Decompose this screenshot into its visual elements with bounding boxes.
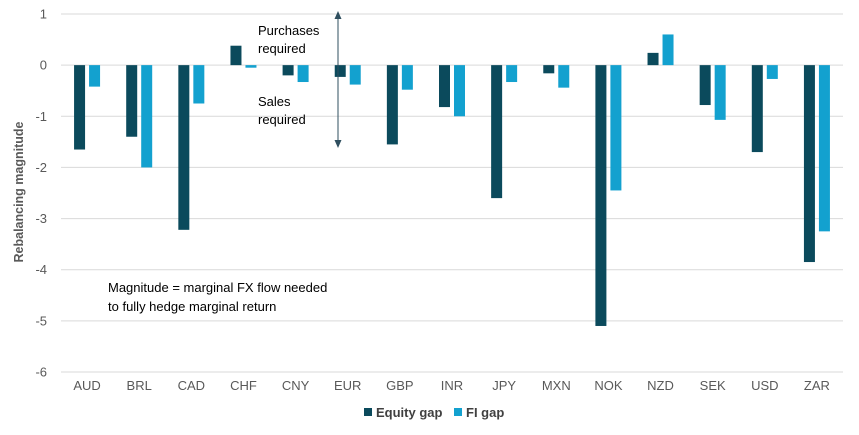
note-line-1: Magnitude = marginal FX flow needed <box>108 280 327 295</box>
bar-fi-sek <box>714 65 726 120</box>
x-tick-label: CHF <box>230 378 257 393</box>
x-tick-label: JPY <box>492 378 516 393</box>
x-tick-label: USD <box>751 378 778 393</box>
y-tick-label: -6 <box>35 365 47 380</box>
sales-label-line2: required <box>258 112 306 127</box>
x-tick-label: SEK <box>700 378 726 393</box>
bar-fi-brl <box>141 65 153 168</box>
x-tick-label: AUD <box>73 378 100 393</box>
y-tick-label: -2 <box>35 160 47 175</box>
x-tick-label: NOK <box>594 378 623 393</box>
bar-fi-cny <box>297 65 309 83</box>
bar-fi-nok <box>610 65 622 191</box>
axes: 1 0 -1 -2 -3 -4 -5 -6 AUD BRL CAD CHF CNY EUR GBP INR JP… <box>35 7 829 394</box>
sales-annotation: Sales required <box>258 94 306 127</box>
legend-swatch-fi <box>454 408 462 416</box>
x-tick-label: EUR <box>334 378 361 393</box>
y-tick-label: -3 <box>35 211 47 226</box>
bar-equity-zar <box>803 65 815 263</box>
bar-equity-brl <box>126 65 138 137</box>
bar-equity-sek <box>699 65 711 106</box>
legend: Equity gap FI gap <box>364 405 504 420</box>
bar-fi-nzd <box>662 34 674 66</box>
bar-equity-cny <box>282 65 294 76</box>
bar-fi-chf <box>245 65 257 68</box>
bar-equity-eur <box>334 65 346 77</box>
purchases-label-line2: required <box>258 41 306 56</box>
gridlines <box>61 13 843 373</box>
purchases-annotation: Purchases required <box>258 23 320 56</box>
x-tick-label: MXN <box>542 378 571 393</box>
bar-fi-usd <box>766 65 778 79</box>
bar-fi-inr <box>454 65 465 117</box>
y-tick-label: -4 <box>35 262 47 277</box>
bar-fi-jpy <box>506 65 518 83</box>
bar-fi-zar <box>818 65 830 232</box>
legend-label-equity: Equity gap <box>376 405 443 420</box>
bar-fi-eur <box>349 65 361 85</box>
bar-equity-usd <box>751 65 763 153</box>
x-tick-label: ZAR <box>804 378 830 393</box>
bar-equity-aud <box>74 65 86 150</box>
bars <box>74 34 830 326</box>
x-tick-label: GBP <box>386 378 413 393</box>
bar-fi-gbp <box>401 65 413 90</box>
x-tick-label: CAD <box>178 378 205 393</box>
bar-equity-chf <box>230 45 242 66</box>
bar-equity-mxn <box>543 65 555 74</box>
y-tick-label: 0 <box>40 58 47 73</box>
y-axis-label: Rebalancing magnitude <box>12 121 26 262</box>
bar-fi-cad <box>193 65 205 104</box>
bar-equity-gbp <box>386 65 398 145</box>
bar-equity-nok <box>595 65 607 326</box>
sales-label-line1: Sales <box>258 94 291 109</box>
arrow-down-head-icon <box>334 140 342 148</box>
y-tick-label: -5 <box>35 313 47 328</box>
y-tick-label: 1 <box>40 7 47 22</box>
bar-equity-cad <box>178 65 190 230</box>
x-tick-label: BRL <box>127 378 152 393</box>
purchases-label-line1: Purchases <box>258 23 320 38</box>
bar-fi-mxn <box>558 65 570 88</box>
bar-fi-aud <box>89 65 101 87</box>
y-tick-label: -1 <box>35 109 47 124</box>
x-tick-label: NZD <box>647 378 674 393</box>
direction-arrow <box>334 11 342 148</box>
bar-equity-inr <box>439 65 450 108</box>
x-tick-label: CNY <box>282 378 310 393</box>
arrow-up-head-icon <box>334 11 342 19</box>
legend-label-fi: FI gap <box>466 405 504 420</box>
note-line-2: to fully hedge marginal return <box>108 299 276 314</box>
bar-equity-nzd <box>647 52 659 66</box>
legend-swatch-equity <box>364 408 372 416</box>
x-tick-label: INR <box>441 378 463 393</box>
bar-equity-jpy <box>491 65 503 199</box>
